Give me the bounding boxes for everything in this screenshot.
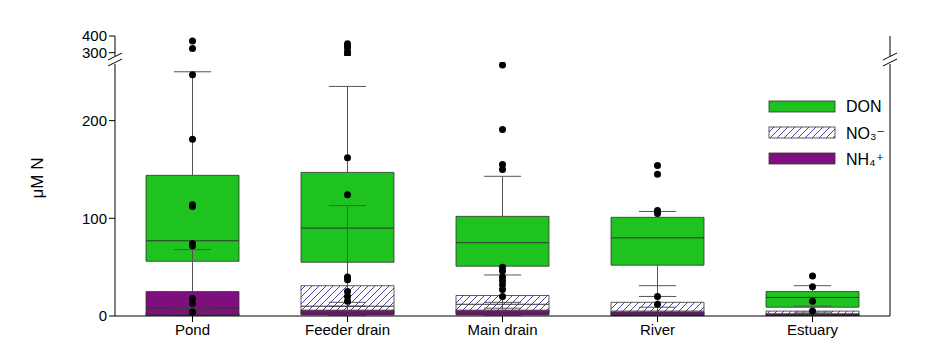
svg-text:Estuary: Estuary xyxy=(787,321,838,338)
svg-text:0: 0 xyxy=(99,307,107,324)
svg-text:Main drain: Main drain xyxy=(467,321,537,338)
svg-text:Feeder drain: Feeder drain xyxy=(305,321,390,338)
html-text:NH₄⁺: NH₄⁺ xyxy=(846,150,885,168)
svg-text:River: River xyxy=(640,321,675,338)
html-text:NO₃⁻: NO₃⁻ xyxy=(846,124,885,142)
svg-text:200: 200 xyxy=(82,112,107,129)
html-text:μM N: μM N xyxy=(28,157,47,199)
html-text:DON: DON xyxy=(846,98,882,115)
svg-text:400: 400 xyxy=(82,27,107,44)
svg-text:300: 300 xyxy=(82,44,107,60)
svg-text:100: 100 xyxy=(82,210,107,227)
svg-text:Pond: Pond xyxy=(175,321,210,338)
